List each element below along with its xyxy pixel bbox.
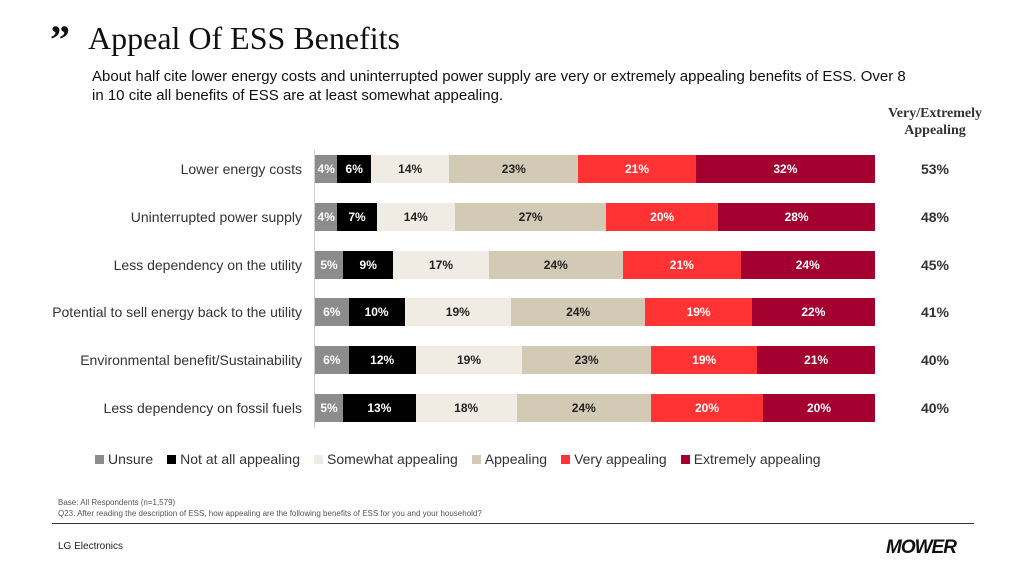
bar-segment: 24%: [516, 394, 651, 422]
legend-label: Somewhat appealing: [327, 451, 458, 467]
bar-segment: 6%: [315, 298, 349, 327]
legend-swatch: [561, 454, 571, 464]
bar-segment: 14%: [376, 202, 455, 231]
bar-segment: 17%: [393, 250, 489, 279]
bar-segment: 20%: [651, 394, 763, 422]
legend-swatch: [95, 454, 104, 464]
bar-segment: 22%: [751, 298, 875, 327]
legend-swatch: [167, 454, 177, 464]
legend-label: Appealing: [484, 451, 548, 467]
bar-segment: 13%: [343, 394, 416, 422]
bar-segment: 20%: [763, 394, 875, 422]
very-extremely-total: 40%: [920, 352, 950, 369]
totals-column-heading: Very/Extremely Appealing: [887, 106, 983, 138]
bar-segment: 6%: [315, 346, 349, 375]
legend-item: Appealing: [471, 451, 548, 467]
category-label: Less dependency on fossil fuels: [103, 400, 302, 416]
bar-segment: 19%: [645, 298, 752, 327]
very-extremely-total: 45%: [920, 256, 950, 273]
legend-item: Unsure: [95, 451, 153, 467]
bar-segment: 23%: [522, 346, 651, 375]
bar-segment: 21%: [578, 155, 696, 183]
category-label: Environmental benefit/Sustainability: [80, 352, 302, 369]
very-extremely-total: 41%: [920, 304, 950, 321]
page-title: Appeal Of ESS Benefits: [88, 20, 400, 56]
footer-divider: [52, 523, 974, 524]
bar-segment: 5%: [315, 394, 343, 422]
bar-segment: 9%: [343, 250, 394, 279]
mower-logo: MOWER: [886, 537, 957, 558]
legend-item: Somewhat appealing: [314, 451, 458, 467]
bar-segment: 20%: [606, 202, 719, 231]
category-label: Less dependency on the utility: [113, 256, 302, 273]
bar-segment: 32%: [695, 155, 875, 183]
bar-segment: 24%: [488, 250, 623, 279]
category-label: Lower energy costs: [180, 161, 302, 177]
legend-item: Extremely appealing: [680, 451, 821, 467]
legend-label: Unsure: [108, 451, 154, 467]
legend-item: Not at all appealing: [167, 451, 300, 467]
very-extremely-total: 53%: [920, 161, 950, 177]
bar-segment: 21%: [757, 346, 875, 375]
bar-segment: 12%: [348, 346, 416, 375]
company-name: LG Electronics: [58, 541, 124, 552]
bar-segment: 19%: [651, 346, 758, 375]
base-text: Base: All Respondents (n=1,579): [58, 498, 176, 507]
base-note: Base: All Respondents (n=1,579) Q23. Aft…: [58, 497, 482, 519]
legend-swatch: [471, 454, 481, 464]
bar-segment: 24%: [511, 298, 646, 327]
quote-mark-icon: ”: [50, 17, 70, 62]
bar-segment: 21%: [623, 250, 741, 279]
bar-segment: 24%: [740, 250, 875, 279]
question-text: Q23. After reading the description of ES…: [58, 509, 482, 518]
bar-segment: 28%: [718, 202, 875, 231]
subtitle: About half cite lower energy costs and u…: [92, 68, 906, 104]
legend-item: Very appealing: [561, 451, 667, 467]
bar-segment: 19%: [415, 346, 523, 375]
bar-segment: 6%: [337, 155, 371, 183]
category-label: Potential to sell energy back to the uti…: [52, 304, 302, 321]
bar-segment: 4%: [315, 155, 338, 183]
bar-segment: 27%: [455, 202, 607, 231]
category-label: Uninterrupted power supply: [130, 208, 302, 225]
bar-segment: 19%: [404, 298, 511, 327]
legend-label: Not at all appealing: [180, 451, 301, 467]
very-extremely-total: 48%: [920, 208, 950, 225]
bar-segment: 14%: [371, 155, 450, 183]
bar-segment: 7%: [337, 202, 377, 231]
bar-segment: 10%: [348, 298, 405, 327]
bar-segment: 4%: [315, 202, 338, 231]
legend-label: Very appealing: [574, 451, 667, 467]
legend-label: Extremely appealing: [693, 451, 821, 467]
very-extremely-total: 40%: [920, 400, 950, 416]
category-axis-line: [314, 150, 315, 428]
legend: Unsure Not at all appealing Somewhat appea…: [95, 451, 835, 467]
legend-swatch: [680, 454, 690, 464]
legend-swatch: [314, 454, 324, 464]
bar-segment: 23%: [449, 155, 579, 183]
bar-segment: 5%: [315, 250, 343, 279]
bar-segment: 18%: [415, 394, 517, 422]
